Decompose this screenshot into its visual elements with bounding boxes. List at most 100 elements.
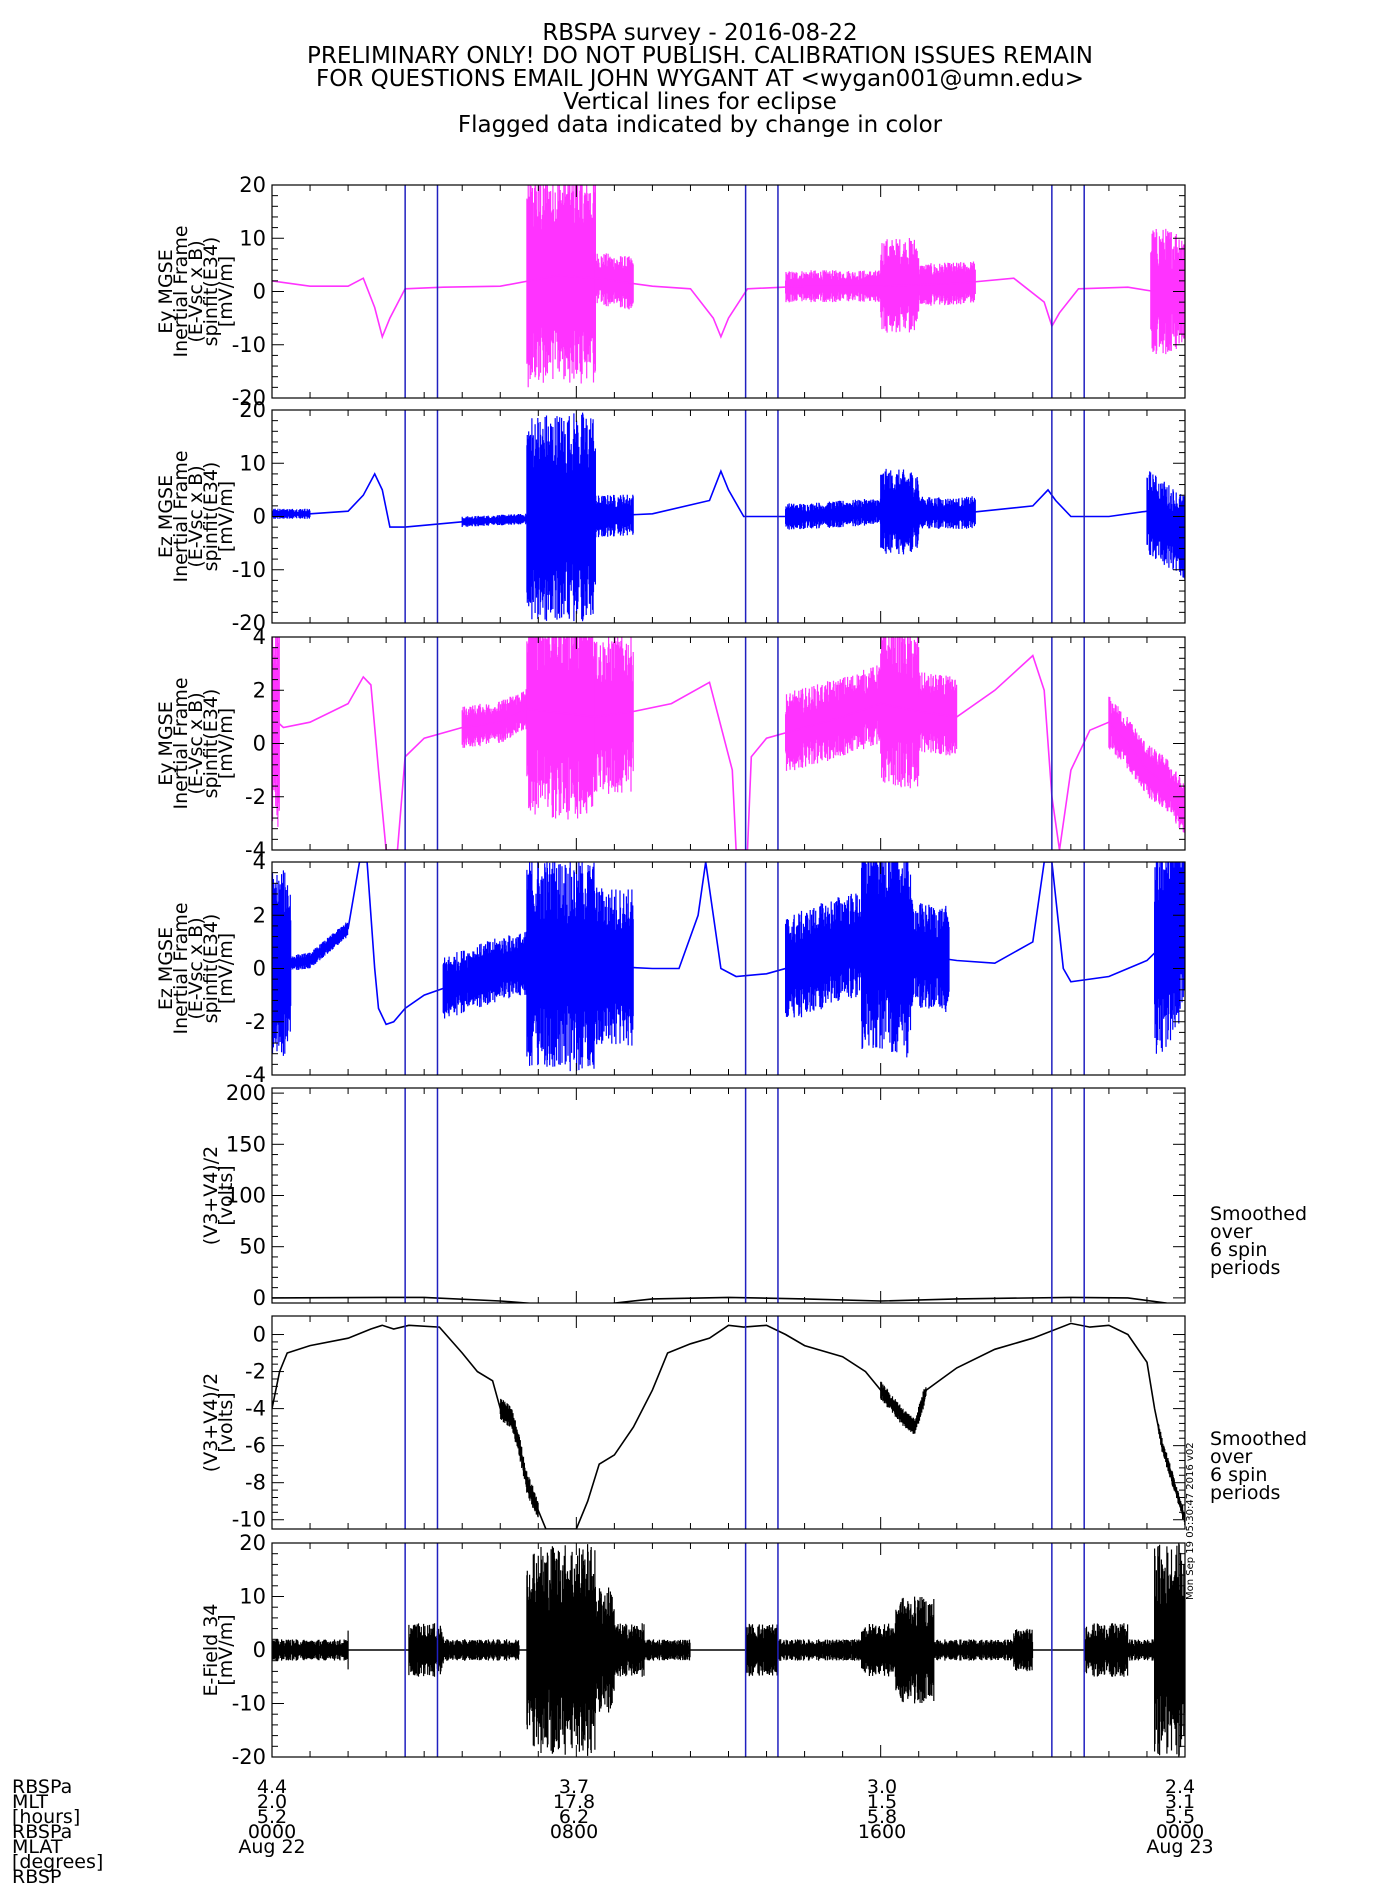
y-axis-label: Ez MGSEInertial Frame(E-Vsc x B)spinfit(… [155, 450, 237, 582]
series-noise-band [461, 689, 528, 748]
footer-value: 2.4 [1164, 1776, 1196, 1798]
footer-label: [hours] [12, 1806, 81, 1828]
y-tick-label: -10 [232, 1508, 266, 1532]
y-axis-label-line: spinfit(E34) [200, 462, 222, 572]
footer-label: MLT [12, 1791, 48, 1813]
y-axis-label: (V3+V4)/2[volts] [200, 1146, 237, 1245]
y-tick-label: -20 [232, 386, 266, 410]
y-tick-label: 0 [253, 505, 266, 529]
y-tick-label: 0 [253, 280, 266, 304]
y-tick-label: 20 [239, 173, 266, 197]
y-axis-label: Ey MGSEInertial Frame(E-Vsc x B)spinfit(… [155, 225, 237, 357]
y-tick-label: 100 [226, 1184, 266, 1208]
y-axis-label: Ez MGSEInertial Frame(E-Vsc x B)spinfit(… [155, 902, 237, 1034]
y-axis-label: E-Field 34[mV/m] [200, 1604, 237, 1697]
y-tick-label: 0 [253, 1286, 266, 1310]
panel-data-v2 [272, 1322, 1185, 1529]
y-axis-label-line: [mV/m] [215, 933, 237, 1004]
smoothed-note-panel-6: Smoothed over 6 spin periods [1210, 1428, 1308, 1504]
series-noise-band [861, 862, 912, 1058]
y-tick-label: -20 [232, 1745, 266, 1769]
series-noise-band [1108, 696, 1185, 833]
series-noise-band [910, 899, 950, 1012]
series-noise-band [290, 922, 349, 970]
y-tick-label: 50 [239, 1235, 266, 1259]
title-line-5: Flagged data indicated by change in colo… [457, 112, 943, 138]
footer-value: 3.7 [558, 1776, 590, 1798]
title-line-1: RBSPA survey - 2016-08-22 [542, 20, 858, 46]
series-line [272, 654, 1185, 850]
series-noise-band [442, 931, 528, 1019]
y-axis-label-line: (V3+V4)/2 [200, 1373, 222, 1472]
footer-value: 5.8 [866, 1806, 898, 1828]
y-axis-label-line: Inertial Frame [170, 225, 192, 357]
footer-value: 1600 [857, 1821, 907, 1843]
y-axis-label-line: (E-Vsc x B) [185, 240, 207, 342]
series-line [272, 469, 1185, 539]
y-tick-label: -10 [232, 558, 266, 582]
y-tick-label: 2 [253, 903, 266, 927]
y-tick-label: 0 [253, 957, 266, 981]
y-tick-label: 0 [253, 732, 266, 756]
y-axis-label-line: [mV/m] [215, 1614, 237, 1685]
y-tick-label: -4 [245, 1397, 266, 1421]
panel-data-ey1 [272, 185, 1185, 388]
footer-value: 5.2 [256, 1806, 288, 1828]
footer-label: RBSPa [12, 1776, 73, 1798]
panel-v1: 0 50 100 150 200 (V3+V4)/2[volts] [200, 1081, 1186, 1310]
panel-frame [271, 1315, 1186, 1530]
y-axis-label-line: [volts] [215, 1165, 237, 1225]
footer-label: [degrees] [12, 1851, 104, 1873]
y-axis-label-line: (E-Vsc x B) [185, 917, 207, 1019]
footer-value: 0000 [1155, 1821, 1205, 1843]
y-axis-label-line: (E-Vsc x B) [185, 465, 207, 567]
footer-value: 5.5 [1164, 1806, 1196, 1828]
footer-value: 4.4 [256, 1776, 288, 1798]
series-noise-band [880, 1381, 927, 1434]
panel-frame [271, 409, 1186, 624]
y-axis-label: (V3+V4)/2[volts] [200, 1373, 237, 1472]
footer-value: 17.8 [552, 1791, 596, 1813]
y-tick-label: 0 [253, 1323, 266, 1347]
title-line-2: PRELIMINARY ONLY! DO NOT PUBLISH. CALIBR… [306, 43, 1093, 69]
footer-column-0: 4.4 2.0 5.2 0000 Aug 22 [232, 1776, 312, 1858]
y-tick-label: 10 [239, 226, 266, 250]
panel-data-e34 [272, 1543, 1185, 1757]
footer-value: Aug 23 [1146, 1836, 1214, 1858]
footer-value: 3.1 [1164, 1791, 1196, 1813]
y-tick-label: 150 [226, 1132, 266, 1156]
series-noise-band [499, 1398, 539, 1518]
y-tick-label: -20 [232, 611, 266, 635]
footer-value: Aug 22 [238, 1836, 306, 1858]
y-axis-label-line: Inertial Frame [170, 450, 192, 582]
panel-data-ez1 [272, 412, 1185, 622]
footer-value: 3.0 [866, 1776, 898, 1798]
y-axis-label-line: spinfit(E34) [200, 689, 222, 799]
footer-value: 1.5 [866, 1791, 898, 1813]
y-tick-label: 20 [239, 398, 266, 422]
panel-e34: -20 -10 0 10 20 E-Field 34[mV/m] [200, 1531, 1186, 1769]
series-noise-band [1146, 471, 1185, 580]
y-tick-label: 4 [253, 850, 266, 874]
panel-data-ey2 [272, 637, 1185, 850]
footer-value: 2.0 [256, 1791, 288, 1813]
series-line [272, 862, 1185, 1026]
panel-data-ez2 [272, 862, 1185, 1072]
figure-titles: RBSPA survey - 2016-08-22 PRELIMINARY ON… [0, 22, 1400, 137]
series-line [272, 1322, 1185, 1529]
y-tick-label: 200 [226, 1081, 266, 1105]
series-line [272, 274, 1155, 340]
y-axis-label-line: [mV/m] [215, 708, 237, 779]
title-line-4: Vertical lines for eclipse [563, 89, 837, 115]
y-tick-label: 2 [253, 678, 266, 702]
y-axis-label-line: spinfit(E34) [200, 237, 222, 347]
y-tick-label: -2 [245, 1360, 266, 1384]
y-axis-label-line: Ez MGSE [155, 475, 177, 558]
footer-label: MLAT [12, 1836, 63, 1858]
y-axis-label-line: (E-Vsc x B) [185, 692, 207, 794]
y-tick-label: 20 [239, 1531, 266, 1555]
footer-label: RBSPa [12, 1821, 73, 1843]
y-axis-label-line: [mV/m] [215, 481, 237, 552]
footer-value: 0000 [247, 1821, 297, 1843]
y-tick-label: -10 [232, 333, 266, 357]
